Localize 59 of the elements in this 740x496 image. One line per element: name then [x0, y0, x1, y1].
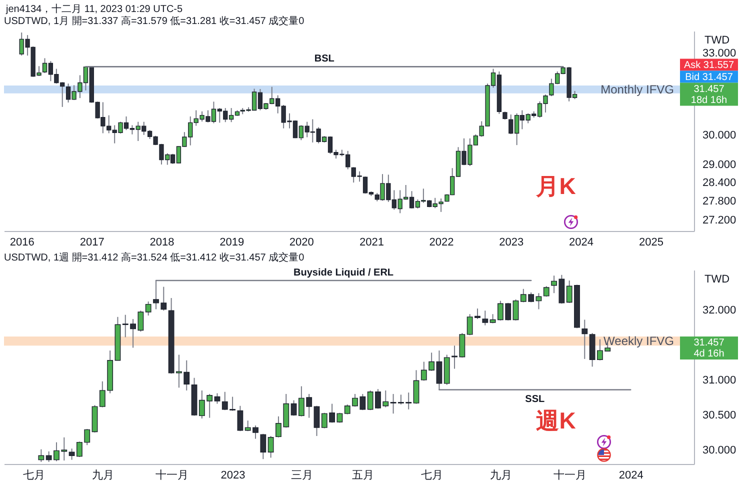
x-tick-label: 2025	[639, 236, 664, 248]
x-tick-label: 七月	[421, 468, 444, 482]
x-tick-label: 2016	[10, 236, 34, 248]
y-tick-label: 27.200	[702, 214, 736, 226]
candlestick	[512, 298, 519, 321]
x-tick-label: 十一月	[155, 468, 188, 482]
y-tick-label: 30.000	[702, 130, 736, 142]
x-tick-label: 九月	[490, 468, 512, 482]
x-tick-label: 2019	[220, 236, 244, 248]
band-label: Weekly IFVG	[604, 334, 674, 348]
y-tick-label: 29.000	[702, 159, 736, 171]
series-label: Buyside Liquid / ERL	[294, 268, 394, 279]
candlestick	[260, 433, 266, 460]
band-label: Monthly IFVG	[600, 82, 674, 96]
candlestick	[413, 370, 420, 404]
x-tick-label: 2022	[429, 236, 454, 248]
series-label: SSL	[525, 394, 545, 405]
y-tick-label: 31.000	[702, 374, 736, 386]
y-tick-label: 30.500	[702, 409, 736, 422]
x-tick-label: 三月	[290, 470, 313, 482]
text: jen4134，十二月 11, 2023 01:29 UTC-5	[6, 2, 183, 16]
candlestick	[68, 448, 75, 460]
y-tick-label: 28.400	[702, 177, 736, 190]
x-tick-label: 2021	[359, 236, 384, 248]
x-tick-label: 2020	[289, 236, 314, 248]
annotation: 31.457 18d 16h	[690, 84, 728, 106]
candlestick	[482, 310, 488, 326]
candlestick	[38, 448, 44, 462]
x-tick-label: 七月	[23, 468, 46, 482]
candlestick	[290, 400, 297, 416]
annotation: 月K	[535, 173, 576, 199]
annotation: 31.457 4d 16h	[694, 337, 725, 360]
candlestick	[268, 435, 274, 458]
annotation: Ask 31.557	[684, 60, 734, 71]
annotation: Bid 31.457	[685, 72, 734, 83]
x-tick-label: 五月	[352, 470, 374, 482]
x-tick-label: 2023	[220, 470, 246, 482]
y-tick-label: 33.000	[702, 47, 736, 60]
annotation: 週K	[536, 407, 576, 434]
candlestick	[214, 392, 220, 404]
candlestick	[582, 319, 588, 360]
x-tick-label: 2018	[150, 236, 174, 248]
y-axis-title: TWD	[704, 34, 730, 46]
x-tick-label: 2017	[80, 236, 104, 248]
y-tick-label: 30.000	[702, 444, 736, 456]
x-tick-label: 2024	[618, 470, 644, 482]
candlestick	[237, 405, 244, 432]
x-tick-label: 2023	[499, 236, 524, 248]
x-tick-label: 九月	[92, 468, 114, 482]
series-label: BSL	[314, 54, 334, 65]
y-tick-label: 32.000	[702, 304, 736, 316]
y-axis-title: TWD	[704, 274, 730, 286]
candlestick	[390, 393, 396, 414]
candlestick	[145, 301, 152, 316]
x-tick-label: 十一月	[553, 468, 586, 482]
y-tick-label: 27.800	[702, 195, 736, 208]
chart-title: USDTWD, 1週 開=31.412 高=31.524 低=31.412 收=31.457 成交量0	[4, 252, 305, 264]
candlestick	[314, 405, 320, 436]
x-tick-label: 2024	[568, 236, 594, 248]
